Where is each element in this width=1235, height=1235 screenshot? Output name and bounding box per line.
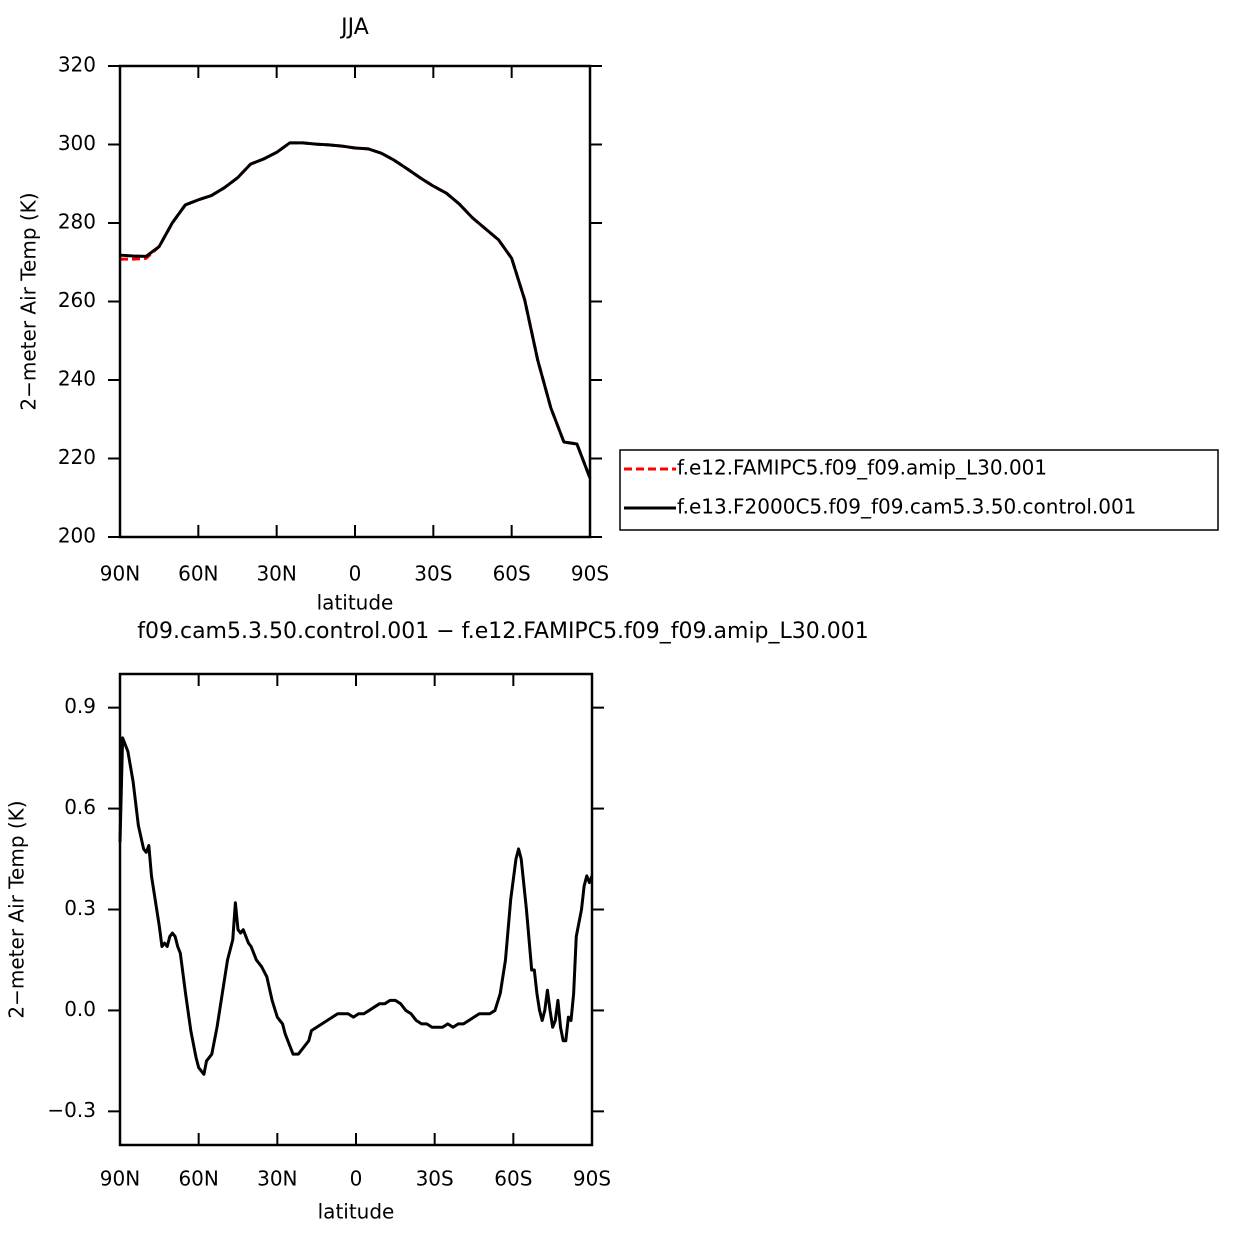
y-tick-label: 320 — [58, 53, 96, 77]
y-tick-label: 200 — [58, 524, 96, 548]
x-axis-label: latitude — [317, 591, 394, 615]
chart-title: JJA — [339, 15, 369, 40]
data-line — [120, 141, 592, 479]
x-tick-label: 60S — [494, 1167, 532, 1191]
y-axis-label: 2−meter Air Temp (K) — [5, 800, 29, 1018]
y-tick-label: −0.3 — [47, 1098, 96, 1122]
x-tick-label: 90N — [100, 1167, 140, 1191]
y-tick-label: 280 — [58, 210, 96, 234]
y-tick-label: 240 — [58, 367, 96, 391]
chart-title: f09.cam5.3.50.control.001 − f.e12.FAMIPC… — [137, 619, 869, 644]
y-tick-label: 0.0 — [64, 997, 96, 1021]
data-line — [118, 736, 594, 1076]
x-tick-label: 90S — [573, 1167, 611, 1191]
x-tick-label: 30S — [416, 1167, 454, 1191]
plot-frame — [118, 672, 594, 1147]
x-tick-label: 90N — [100, 562, 140, 586]
x-tick-label: 30N — [256, 562, 296, 586]
x-tick-label: 30S — [414, 562, 452, 586]
plot-frame — [118, 64, 592, 539]
y-tick-label: 0.9 — [64, 694, 96, 718]
x-tick-label: 90S — [571, 562, 609, 586]
x-tick-label: 0 — [350, 1167, 363, 1191]
x-tick-label: 60N — [178, 1167, 218, 1191]
x-tick-label: 60N — [178, 562, 218, 586]
x-tick-label: 60S — [493, 562, 531, 586]
y-tick-label: 0.6 — [64, 795, 96, 819]
legend-box — [619, 449, 1219, 531]
y-tick-label: 260 — [58, 288, 96, 312]
y-axis-label: 2−meter Air Temp (K) — [17, 192, 41, 410]
x-tick-label: 30N — [257, 1167, 297, 1191]
data-line — [119, 141, 592, 479]
y-tick-label: 220 — [58, 445, 96, 469]
x-tick-label: 0 — [349, 562, 362, 586]
y-tick-label: 300 — [58, 131, 96, 155]
x-axis-label: latitude — [318, 1200, 395, 1224]
legend-label: f.e13.F2000C5.f09_f09.cam5.3.50.control.… — [677, 495, 1136, 519]
legend-label: f.e12.FAMIPC5.f09_f09.amip_L30.001 — [677, 456, 1047, 480]
y-tick-label: 0.3 — [64, 896, 96, 920]
